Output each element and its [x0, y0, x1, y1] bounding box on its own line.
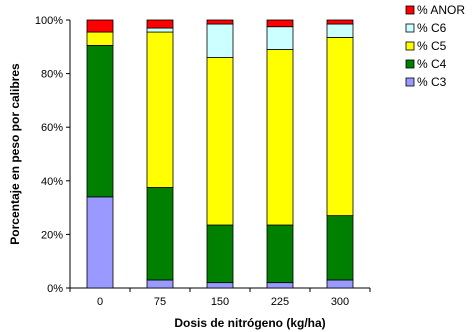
x-tick-label: 300: [331, 296, 349, 308]
bar-segment-c5: [86, 31, 114, 46]
bar-segment-c6: [206, 23, 234, 58]
y-tick-label: 60%: [41, 122, 63, 134]
bar-segment-c5: [206, 57, 234, 226]
legend: % ANOR % C6 % C5 % C4 % C3: [405, 3, 465, 89]
y-tick-label: 80%: [41, 69, 63, 81]
y-axis-title: Porcentaje en peso por calibres: [8, 63, 22, 245]
x-axis-title: Dosis de nitrógeno (kg/ha): [174, 316, 325, 330]
x-tick-label: 0: [97, 296, 103, 308]
bar-segment-c6: [326, 23, 354, 38]
legend-label: % ANOR: [417, 3, 465, 17]
bar-segment-anor: [206, 19, 234, 25]
bar-segment-c5: [266, 49, 294, 226]
bar-segment-c4: [86, 45, 114, 198]
bar-segment-anor: [326, 19, 354, 25]
legend-swatch: [405, 77, 415, 87]
legend-label: % C5: [417, 39, 447, 53]
y-tick-label: 20%: [41, 229, 63, 241]
bars: [86, 19, 354, 289]
bar-segment-c4: [146, 187, 174, 281]
bar-segment-c3: [86, 196, 114, 289]
bar-segment-c5: [146, 31, 174, 188]
legend-swatch: [405, 41, 415, 51]
bar-segment-c3: [146, 279, 174, 289]
x-tick-label: 225: [271, 296, 289, 308]
y-tick-label: 0%: [47, 283, 63, 295]
bar-segment-c5: [326, 37, 354, 217]
bar-segment-c3: [206, 282, 234, 289]
legend-label: % C6: [417, 21, 447, 35]
legend-swatch: [405, 23, 415, 33]
bar-segment-c3: [326, 279, 354, 289]
bar-segment-c4: [326, 215, 354, 281]
x-axis-ticks: 0 75 150 225 300: [69, 288, 371, 308]
y-tick-label: 40%: [41, 176, 63, 188]
x-tick-label: 75: [154, 296, 166, 308]
bar-segment-anor: [86, 19, 114, 33]
bar-segment-c6: [266, 26, 294, 50]
bar-segment-c3: [266, 282, 294, 289]
legend-swatch: [405, 59, 415, 69]
bar-segment-anor: [146, 19, 174, 29]
bar-segment-c4: [206, 224, 234, 284]
y-tick-label: 100%: [35, 15, 63, 27]
bar-segment-c4: [266, 224, 294, 284]
legend-swatch: [405, 5, 415, 15]
bar-segment-c6: [146, 27, 174, 33]
bar-segment-anor: [266, 19, 294, 28]
x-tick-label: 150: [211, 296, 229, 308]
y-axis-ticks: 0% 20% 40% 60% 80% 100%: [35, 15, 70, 295]
legend-label: % C4: [417, 57, 447, 71]
legend-label: % C3: [417, 75, 447, 89]
